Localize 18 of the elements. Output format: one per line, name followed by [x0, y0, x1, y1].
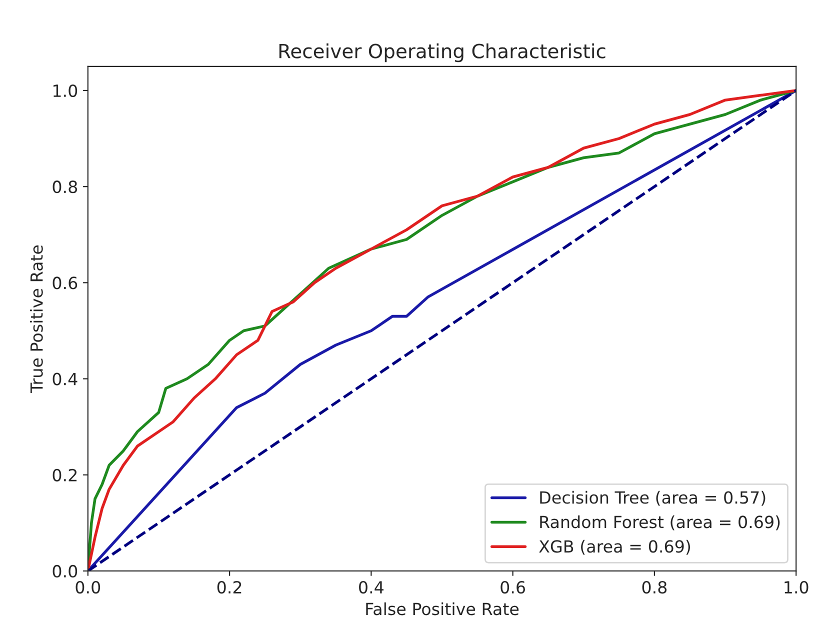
y-tick-label: 0.2 [52, 468, 77, 482]
legend-label: Random Forest (area = 0.69) [540, 515, 780, 530]
y-tick-label: 0.8 [52, 180, 78, 194]
x-tick-label: 0.0 [76, 580, 100, 594]
y-tick-label: 1.0 [54, 84, 78, 98]
x-tick-label: 0.4 [359, 580, 384, 594]
y-axis-title: True Positive Rate [30, 245, 43, 393]
chart-title: Receiver Operating Characteristic [279, 43, 606, 62]
x-tick-label: 0.6 [500, 580, 526, 594]
x-tick-label: 1.0 [784, 580, 808, 594]
x-tick-label: 0.2 [217, 580, 242, 594]
y-tick-label: 0.6 [52, 276, 78, 290]
y-tick-label: 0.0 [52, 564, 78, 578]
legend-label: XGB (area = 0.69) [539, 540, 690, 555]
x-tick-label: 0.8 [642, 580, 667, 594]
x-axis-title: False Positive Rate [366, 602, 519, 616]
y-tick-label: 0.4 [52, 372, 78, 386]
legend-label: Decision Tree (area = 0.57) [540, 490, 766, 506]
